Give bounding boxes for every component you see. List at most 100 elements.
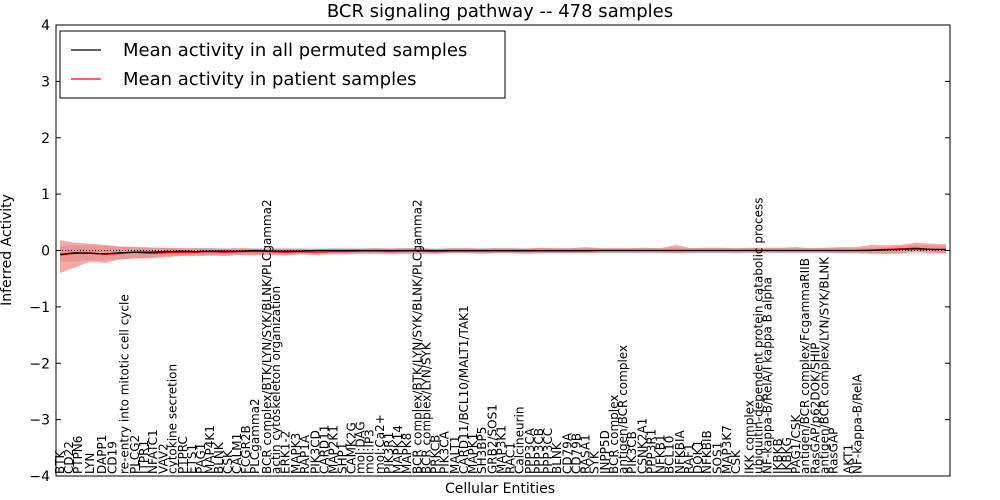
entity-label: CARD11	[317, 425, 331, 474]
entity-label: DAPP1	[95, 435, 109, 474]
entity-label: PIK3CD	[308, 430, 322, 474]
entity-label: PIK3CA	[437, 430, 451, 474]
entity-label: CSK	[221, 449, 235, 474]
entity-label: BCR complex/BTK/LYN/SYK/BLNK/PLCgamma2	[410, 199, 424, 474]
entity-label: CD79A	[561, 432, 575, 474]
entity-label: PLCG2	[128, 435, 142, 474]
entity-label: NF-kappa-B/RelA/I kappa B alpha	[760, 277, 774, 474]
entity-label: FCGR2B	[239, 425, 253, 474]
y-tick-label: 3	[41, 74, 50, 90]
y-tick-label: 0	[41, 244, 50, 260]
entity-label: AKT1	[841, 444, 855, 474]
entity-label: PPP3R1	[645, 429, 659, 474]
entity-label: CD19	[106, 441, 120, 474]
entity-label: antigen/BCR complex	[616, 345, 630, 474]
series-line-mean-activity-in-all-permuted-samples	[59, 248, 946, 256]
entity-label: PIK3R1	[382, 432, 396, 474]
entity-label: mol:IP3	[362, 429, 376, 474]
entity-label: MAP3K7	[720, 425, 734, 474]
y-tick-label: −4	[29, 469, 50, 485]
entity-label: MAPK14	[391, 425, 405, 474]
legend-label-permuted: Mean activity in all permuted samples	[123, 40, 467, 61]
entity-label: NFKBIA	[673, 429, 687, 474]
entity-label: MAP4K1	[203, 425, 217, 474]
entity-label: MAP2K1	[326, 425, 340, 474]
entity-label: SYK	[588, 450, 602, 474]
y-tick-label: −2	[29, 356, 50, 372]
entity-label: LYN	[83, 453, 97, 474]
entity-label: NF-kappa-B/RelA	[850, 373, 864, 474]
entity-label: RAF1	[682, 443, 696, 474]
entity-label: PIK3CB	[625, 431, 639, 474]
entity-label: RASA1	[579, 434, 593, 474]
entity-label: CARD11/BCL10/MALT1/TAK1	[457, 305, 471, 474]
entity-label: MAP3K1	[495, 425, 509, 474]
entity-label: CSNK2A1	[636, 418, 650, 474]
entity-label: ubiquitin-dependent protein catabolic pr…	[751, 198, 765, 474]
entity-label: BCR complex/LYN/SYK	[419, 341, 433, 474]
entity-label: ITPR1	[137, 440, 151, 474]
entity-label: re-entry into mitotic cell cycle	[118, 294, 132, 474]
entity-label: RasGAP/p62DOK/SHIP	[808, 343, 822, 474]
entity-label: PPP3CA	[523, 427, 537, 474]
y-axis-ticks: 4 3 2 1 0 −1 −2 −3 −4	[29, 18, 950, 485]
chart-title: BCR signaling pathway -- 478 samples	[327, 1, 673, 22]
entity-label: CAMK2G	[344, 422, 358, 474]
entity-label: MAPK8	[400, 433, 414, 474]
entity-label: mol:DAG	[353, 421, 367, 474]
entity-label: antigen/BCR complex/FcgammaRIIB	[798, 258, 812, 474]
y-tick-label: 2	[41, 131, 50, 147]
x-axis-label: Cellular Entities	[445, 481, 555, 497]
entity-label: RAP1A	[298, 434, 312, 474]
entity-label: RasGAP	[826, 428, 840, 474]
entity-label: NFKBIB	[700, 430, 714, 474]
entity-label: SHP1	[335, 442, 349, 474]
entity-label: IKBKB	[771, 438, 785, 474]
legend: Mean activity in all permuted samples Me…	[59, 30, 506, 99]
entity-label: CSK	[729, 449, 743, 474]
entity-label: PLCgamma2	[248, 398, 262, 474]
series-lines	[59, 247, 947, 256]
entity-label: BCR complex	[607, 395, 621, 474]
entity-label: MAPK3	[289, 433, 303, 474]
entity-label: CD79B	[570, 433, 584, 474]
entity-label: NFATC1	[146, 429, 160, 474]
entity-label: Calcineurin	[513, 407, 527, 474]
entity-label: PRKCB	[428, 435, 442, 474]
entity-label: ETS1	[185, 444, 199, 474]
entity-label: RAC1	[504, 442, 518, 474]
entity-label: MALT1	[448, 435, 462, 474]
entity-label: BCL10	[663, 436, 677, 474]
entity-label: INPP5D	[598, 430, 612, 474]
y-axis-label: Inferred Activity	[0, 194, 15, 306]
entity-label: BCR complex/BTK/LYN/SYK/BLNK/PLCgamma2	[260, 199, 274, 474]
entity-label: cytokine secretion	[166, 364, 180, 474]
legend-label-patient: Mean activity in patient samples	[123, 69, 417, 90]
entity-label: IKK complex	[742, 400, 756, 474]
entity-label: BLNK	[212, 441, 226, 474]
entity-label: NFKB1	[654, 434, 668, 474]
entity-label: mol:Ca2+	[373, 414, 387, 474]
entity-label: PPP3CB	[532, 428, 546, 474]
entity-label: PTPN6	[71, 436, 85, 474]
entity-label: GRB2/SOS1	[486, 404, 500, 474]
entity-label: ERK1-2	[278, 431, 292, 474]
entity-label: MAPK1	[466, 433, 480, 474]
entity-label: VAV2	[157, 443, 171, 474]
y-tick-label: −3	[29, 413, 50, 429]
y-tick-label: −1	[29, 300, 50, 316]
entity-label: SOS1	[711, 442, 725, 474]
band-mean-activity-in-patient-samples	[60, 240, 946, 274]
entity-label: actin cytoskeleton organization	[269, 286, 283, 474]
band-mean-activity-in-all-permuted-samples	[60, 244, 946, 262]
entity-label: PAG1	[194, 443, 208, 474]
entity-label: antigen/BCR complex/LYN/SYK/BLNK	[817, 256, 831, 474]
y-tick-label: 4	[41, 18, 50, 34]
legend-box	[59, 30, 506, 99]
entity-label: PTPRC	[176, 436, 190, 474]
entity-label: SH3BP5	[475, 427, 489, 474]
entity-label: PPP3CC	[541, 428, 555, 474]
entity-label: DOK1	[691, 440, 705, 474]
